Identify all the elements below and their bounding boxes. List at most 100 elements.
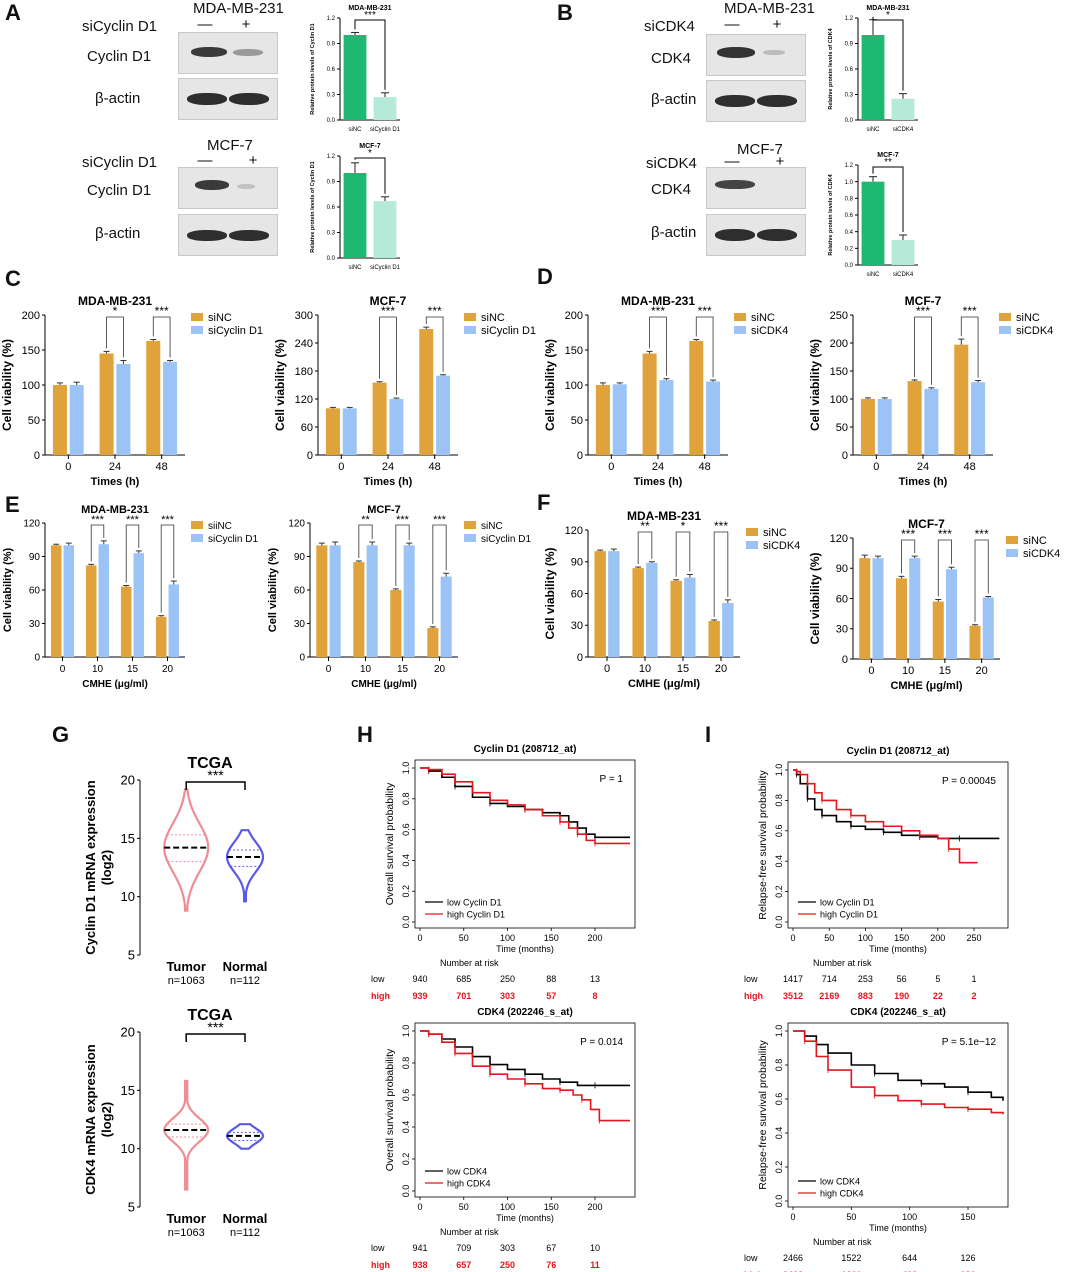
y-tick-label: 120 xyxy=(830,533,848,545)
panel-label-c: C xyxy=(5,266,21,291)
plot-frame xyxy=(787,1022,1009,1208)
significance-label: *** xyxy=(651,304,665,318)
risk-row-label: low xyxy=(744,974,758,984)
y-tick-label: 150 xyxy=(565,345,583,357)
x-tick-label: siCyclin D1 xyxy=(370,127,401,133)
blot-band xyxy=(715,229,755,241)
blot-loading-label: β-actin xyxy=(651,224,697,241)
survival-curve xyxy=(793,769,978,864)
chart-title: CDK4 (202246_s_at) xyxy=(477,1007,573,1018)
bar xyxy=(419,329,434,455)
significance-label: *** xyxy=(433,514,447,526)
risk-value: 1522 xyxy=(841,1253,861,1263)
y-tick-label: 60 xyxy=(571,588,583,600)
x-tick-label: 200 xyxy=(587,1202,602,1212)
panel-label-i: I xyxy=(705,722,712,747)
p-value: P = 5.1e−12 xyxy=(942,1037,997,1048)
risk-row-label: high xyxy=(371,991,390,1001)
blot-band xyxy=(763,50,785,55)
blot-band xyxy=(233,49,263,56)
y-tick-label: 20 xyxy=(121,773,135,788)
risk-value: 5 xyxy=(935,974,940,984)
x-axis-label: Time (months) xyxy=(496,1213,554,1223)
panel-label-b: B xyxy=(557,0,573,25)
legend-swatch xyxy=(734,313,746,321)
significance-bracket xyxy=(395,524,410,586)
blot-pos-sign: + xyxy=(772,16,782,33)
legend-swatch xyxy=(464,534,476,542)
y-tick-label: 50 xyxy=(28,415,40,427)
bar xyxy=(436,375,451,455)
x-tick-label: 48 xyxy=(699,461,711,473)
risk-value: 67 xyxy=(546,1243,556,1253)
plot-frame xyxy=(787,761,1009,929)
y-tick-label: 250 xyxy=(830,310,848,322)
bar xyxy=(708,621,720,657)
legend-label: low Cyclin D1 xyxy=(447,898,502,908)
y-tick-label: 1.0 xyxy=(401,762,411,775)
blot-band xyxy=(237,184,255,189)
y-tick-label: 100 xyxy=(565,380,583,392)
x-axis-label: Time (months) xyxy=(869,944,927,954)
blot-cell-line: MCF-7 xyxy=(207,137,253,154)
y-tick-label: 0.2 xyxy=(401,1153,411,1166)
bar xyxy=(646,562,658,657)
x-tick-label: 0 xyxy=(326,664,332,675)
x-tick-label: 0 xyxy=(417,1202,422,1212)
significance-bracket xyxy=(358,524,373,558)
significance-bracket xyxy=(901,539,916,574)
bar xyxy=(909,558,921,659)
y-tick-label: 10 xyxy=(121,1141,135,1156)
risk-value: 3512 xyxy=(783,991,803,1001)
significance-label: *** xyxy=(428,304,442,318)
risk-value: 883 xyxy=(858,991,873,1001)
bar xyxy=(389,399,404,455)
blot-band xyxy=(229,93,269,105)
y-axis-label: Cell viability (%) xyxy=(543,547,557,639)
legend-label: siNC xyxy=(751,312,775,324)
group-count: n=112 xyxy=(230,1227,260,1239)
significance-bracket xyxy=(937,539,952,597)
significance-bracket xyxy=(713,531,729,617)
blot-membrane xyxy=(706,214,806,256)
plot-frame xyxy=(414,759,636,929)
violin-shape xyxy=(163,788,210,912)
y-tick-label: 15 xyxy=(121,1083,135,1098)
bar xyxy=(52,385,67,455)
panel-label-a: A xyxy=(5,0,21,25)
x-tick-label: 0 xyxy=(790,933,795,943)
blot-pos-sign: + xyxy=(248,152,258,169)
chart-title: MCF-7 xyxy=(877,152,898,159)
risk-value: 941 xyxy=(412,1243,427,1253)
y-tick-label: 90 xyxy=(294,552,306,563)
x-axis-label: CMHE (μg/ml) xyxy=(82,679,148,690)
legend-swatch xyxy=(746,541,758,549)
x-tick-label: 200 xyxy=(930,933,945,943)
x-tick-label: 0 xyxy=(868,665,874,677)
risk-value: 8 xyxy=(592,991,597,1001)
blot-sirna-label: siCDK4 xyxy=(646,155,697,172)
violin-shape xyxy=(225,1123,265,1150)
blot-sirna-label: siCyclin D1 xyxy=(82,18,158,35)
y-tick-label: 20 xyxy=(121,1025,135,1040)
x-tick-label: 200 xyxy=(587,933,602,943)
blot-cell-line: MDA-MB-231 xyxy=(724,0,815,17)
y-tick-label: 1.2 xyxy=(845,163,854,169)
y-tick-label: 30 xyxy=(836,624,848,636)
x-tick-label: 20 xyxy=(434,664,446,675)
risk-value: 2466 xyxy=(783,1253,803,1263)
blot-cell-line: MCF-7 xyxy=(737,141,783,158)
y-tick-label: 120 xyxy=(23,519,40,530)
legend-swatch xyxy=(191,521,203,529)
y-axis-label: Overall survival probability xyxy=(384,782,396,905)
legend-swatch xyxy=(999,313,1011,321)
blot-band xyxy=(195,180,229,190)
risk-value: 1417 xyxy=(783,974,803,984)
blot-membrane xyxy=(706,167,806,209)
y-tick-label: 30 xyxy=(294,619,306,630)
y-tick-label: 1.0 xyxy=(401,1025,411,1038)
legend-label: high Cyclin D1 xyxy=(447,910,505,920)
y-tick-label: 0.9 xyxy=(327,42,336,48)
